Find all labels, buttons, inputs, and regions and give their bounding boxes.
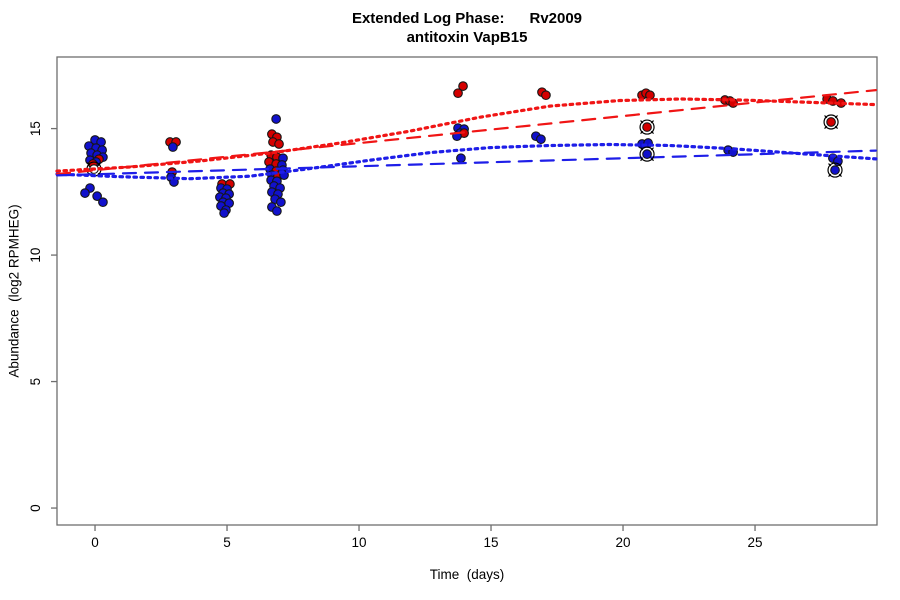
x-axis-label: Time (days) bbox=[429, 567, 505, 582]
y-tick-label: 0 bbox=[28, 504, 43, 512]
data-point-blue-circled bbox=[642, 149, 652, 159]
data-point-red bbox=[274, 139, 284, 149]
data-point-blue bbox=[219, 208, 229, 218]
y-tick-label: 5 bbox=[28, 378, 43, 386]
data-point-blue bbox=[92, 191, 102, 201]
x-tick-label: 0 bbox=[91, 535, 99, 550]
censor-ring-tick bbox=[87, 162, 91, 166]
data-point-blue bbox=[168, 142, 178, 152]
trend-line-blue-linear bbox=[55, 149, 877, 177]
data-point-red-circled bbox=[642, 122, 652, 132]
x-tick-label: 10 bbox=[352, 535, 367, 550]
censor-ring-tick bbox=[97, 162, 101, 166]
data-point-red-circled bbox=[826, 117, 836, 127]
censor-ring-tick bbox=[640, 147, 644, 151]
data-point-blue bbox=[80, 188, 90, 198]
censor-ring-tick bbox=[838, 163, 842, 167]
censor-ring-tick bbox=[838, 173, 842, 178]
censor-ring-tick bbox=[640, 157, 644, 162]
chart-title-line2: antitoxin VapB15 bbox=[406, 29, 528, 46]
censor-ring-tick bbox=[650, 130, 654, 135]
data-point-blue bbox=[276, 197, 286, 208]
censor-ring-tick bbox=[824, 115, 828, 119]
data-point-blue bbox=[536, 134, 546, 145]
data-point-blue bbox=[272, 206, 282, 216]
censor-ring-tick bbox=[650, 120, 654, 124]
x-tick-label: 20 bbox=[616, 535, 631, 550]
trend-line-blue-smooth bbox=[55, 142, 878, 181]
censor-ring-tick bbox=[828, 163, 832, 167]
data-point-red bbox=[541, 90, 551, 101]
censor-ring bbox=[639, 119, 655, 135]
censor-ring-tick bbox=[650, 157, 654, 162]
data-point-red bbox=[458, 81, 468, 91]
censor-ring-tick bbox=[640, 130, 644, 135]
censor-ring-tick bbox=[834, 125, 838, 129]
x-tick-label: 15 bbox=[484, 535, 499, 550]
censor-ring-tick bbox=[824, 125, 828, 129]
censor-ring-tick bbox=[650, 147, 654, 151]
censor-ring-tick bbox=[640, 120, 644, 124]
censor-ring bbox=[827, 162, 843, 178]
x-tick-label: 5 bbox=[223, 535, 231, 550]
data-point-blue bbox=[456, 153, 466, 164]
data-point-red bbox=[453, 88, 463, 99]
data-point-red bbox=[645, 90, 655, 101]
censor-ring bbox=[639, 146, 655, 162]
plot-border bbox=[56, 56, 878, 526]
data-point-blue bbox=[98, 197, 108, 208]
x-tick-label: 25 bbox=[748, 535, 763, 550]
data-point-blue-circled bbox=[830, 165, 840, 175]
censor-ring bbox=[823, 114, 839, 130]
trend-line-red-linear bbox=[55, 89, 877, 176]
y-tick-label: 15 bbox=[28, 121, 43, 136]
y-tick-label: 10 bbox=[28, 248, 43, 263]
censor-ring-tick bbox=[834, 115, 838, 119]
chart-title-line1: Extended Log Phase: Rv2009 bbox=[351, 10, 583, 27]
data-point-blue bbox=[271, 114, 281, 124]
censor-ring-tick bbox=[828, 173, 832, 178]
trend-line-red-smooth bbox=[55, 97, 878, 173]
